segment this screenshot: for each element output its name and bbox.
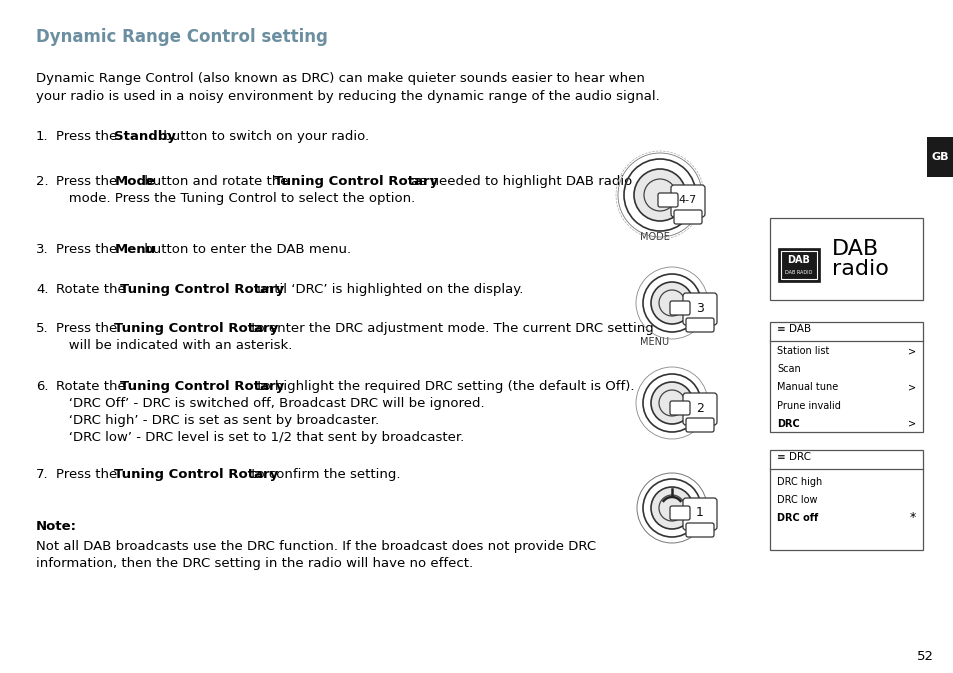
Text: until ‘DRC’ is highlighted on the display.: until ‘DRC’ is highlighted on the displa… — [253, 283, 522, 296]
Text: 3.: 3. — [36, 243, 49, 256]
Text: as needed to highlight DAB radio: as needed to highlight DAB radio — [406, 175, 631, 188]
Text: button and rotate the: button and rotate the — [139, 175, 293, 188]
Text: 52: 52 — [916, 650, 933, 663]
Text: 1.: 1. — [36, 130, 49, 143]
Text: Press the: Press the — [56, 322, 121, 335]
FancyBboxPatch shape — [682, 498, 717, 530]
Text: 2.: 2. — [36, 175, 49, 188]
Bar — [778, 248, 820, 282]
Text: to highlight the required DRC setting (the default is Off).: to highlight the required DRC setting (t… — [253, 380, 634, 393]
Text: 3: 3 — [696, 302, 703, 314]
FancyBboxPatch shape — [673, 210, 701, 224]
Text: will be indicated with an asterisk.: will be indicated with an asterisk. — [56, 339, 292, 352]
Text: Rotate the: Rotate the — [56, 380, 130, 393]
Text: Dynamic Range Control setting: Dynamic Range Control setting — [36, 28, 328, 46]
Text: 6.: 6. — [36, 380, 49, 393]
FancyBboxPatch shape — [670, 185, 704, 217]
Text: Rotate the: Rotate the — [56, 283, 130, 296]
Bar — [769, 450, 923, 550]
FancyBboxPatch shape — [685, 318, 713, 332]
Text: Tuning Control Rotary: Tuning Control Rotary — [114, 322, 278, 335]
Text: Prune invalid: Prune invalid — [776, 400, 840, 411]
Bar — [769, 218, 923, 300]
FancyBboxPatch shape — [685, 418, 713, 432]
FancyBboxPatch shape — [658, 193, 678, 207]
Text: 7.: 7. — [36, 468, 49, 481]
Text: Tuning Control Rotary: Tuning Control Rotary — [120, 283, 284, 296]
Text: Dynamic Range Control (also known as DRC) can make quieter sounds easier to hear: Dynamic Range Control (also known as DRC… — [36, 72, 644, 85]
Text: Tuning Control Rotary: Tuning Control Rotary — [120, 380, 284, 393]
Circle shape — [650, 282, 692, 324]
Text: ≡ DRC: ≡ DRC — [776, 452, 810, 462]
Text: >: > — [907, 346, 915, 356]
Text: to confirm the setting.: to confirm the setting. — [247, 468, 400, 481]
Text: *: * — [909, 511, 915, 524]
Text: ‘DRC low’ - DRC level is set to 1/2 that sent by broadcaster.: ‘DRC low’ - DRC level is set to 1/2 that… — [56, 431, 464, 444]
FancyBboxPatch shape — [669, 301, 689, 315]
Text: Standby: Standby — [114, 130, 176, 143]
Bar — [781, 251, 816, 279]
Text: Mode: Mode — [114, 175, 155, 188]
Text: Press the: Press the — [56, 243, 121, 256]
Text: Note:: Note: — [36, 520, 77, 533]
Text: Station list: Station list — [776, 346, 828, 356]
Text: ‘DRC high’ - DRC is set as sent by broadcaster.: ‘DRC high’ - DRC is set as sent by broad… — [56, 414, 378, 427]
Text: Menu: Menu — [114, 243, 155, 256]
Text: >: > — [907, 419, 915, 429]
Text: 1: 1 — [696, 507, 703, 520]
Text: information, then the DRC setting in the radio will have no effect.: information, then the DRC setting in the… — [36, 557, 473, 570]
Text: button to enter the DAB menu.: button to enter the DAB menu. — [139, 243, 351, 256]
Text: DAB: DAB — [787, 255, 810, 265]
Circle shape — [650, 487, 692, 529]
Text: GB: GB — [930, 152, 947, 162]
Text: Tuning Control Rotary: Tuning Control Rotary — [274, 175, 438, 188]
Bar — [769, 322, 923, 432]
Text: 4.: 4. — [36, 283, 49, 296]
Text: Not all DAB broadcasts use the DRC function. If the broadcast does not provide D: Not all DAB broadcasts use the DRC funct… — [36, 540, 596, 553]
Text: Press the: Press the — [56, 175, 121, 188]
Text: DRC: DRC — [776, 419, 799, 429]
Text: MODE: MODE — [639, 232, 669, 242]
FancyBboxPatch shape — [669, 506, 689, 520]
Text: your radio is used in a noisy environment by reducing the dynamic range of the a: your radio is used in a noisy environmen… — [36, 90, 659, 103]
Text: 4-7: 4-7 — [679, 195, 697, 205]
Text: button to switch on your radio.: button to switch on your radio. — [158, 130, 369, 143]
Bar — [926, 137, 953, 177]
FancyBboxPatch shape — [682, 293, 717, 325]
Text: 2: 2 — [696, 402, 703, 415]
Text: Manual tune: Manual tune — [776, 382, 838, 392]
Text: DRC off: DRC off — [776, 513, 818, 523]
Circle shape — [650, 382, 692, 424]
FancyBboxPatch shape — [685, 523, 713, 537]
Text: ≡ DAB: ≡ DAB — [776, 324, 810, 334]
Text: to enter the DRC adjustment mode. The current DRC setting: to enter the DRC adjustment mode. The cu… — [247, 322, 653, 335]
Text: Press the: Press the — [56, 130, 121, 143]
Text: Tuning Control Rotary: Tuning Control Rotary — [114, 468, 278, 481]
Text: DAB RADIO: DAB RADIO — [784, 270, 812, 275]
Text: ‘DRC Off’ - DRC is switched off, Broadcast DRC will be ignored.: ‘DRC Off’ - DRC is switched off, Broadca… — [56, 397, 484, 410]
Text: Scan: Scan — [776, 364, 800, 374]
Text: Press the: Press the — [56, 468, 121, 481]
FancyBboxPatch shape — [682, 393, 717, 425]
Text: mode. Press the Tuning Control to select the option.: mode. Press the Tuning Control to select… — [56, 192, 415, 205]
Text: DAB: DAB — [831, 239, 879, 259]
Text: MENU: MENU — [639, 337, 668, 347]
Circle shape — [634, 169, 685, 221]
FancyBboxPatch shape — [669, 401, 689, 415]
Text: DRC high: DRC high — [776, 476, 821, 487]
Text: DRC low: DRC low — [776, 495, 817, 505]
Text: >: > — [907, 382, 915, 392]
Text: radio: radio — [831, 259, 888, 279]
Text: 5.: 5. — [36, 322, 49, 335]
